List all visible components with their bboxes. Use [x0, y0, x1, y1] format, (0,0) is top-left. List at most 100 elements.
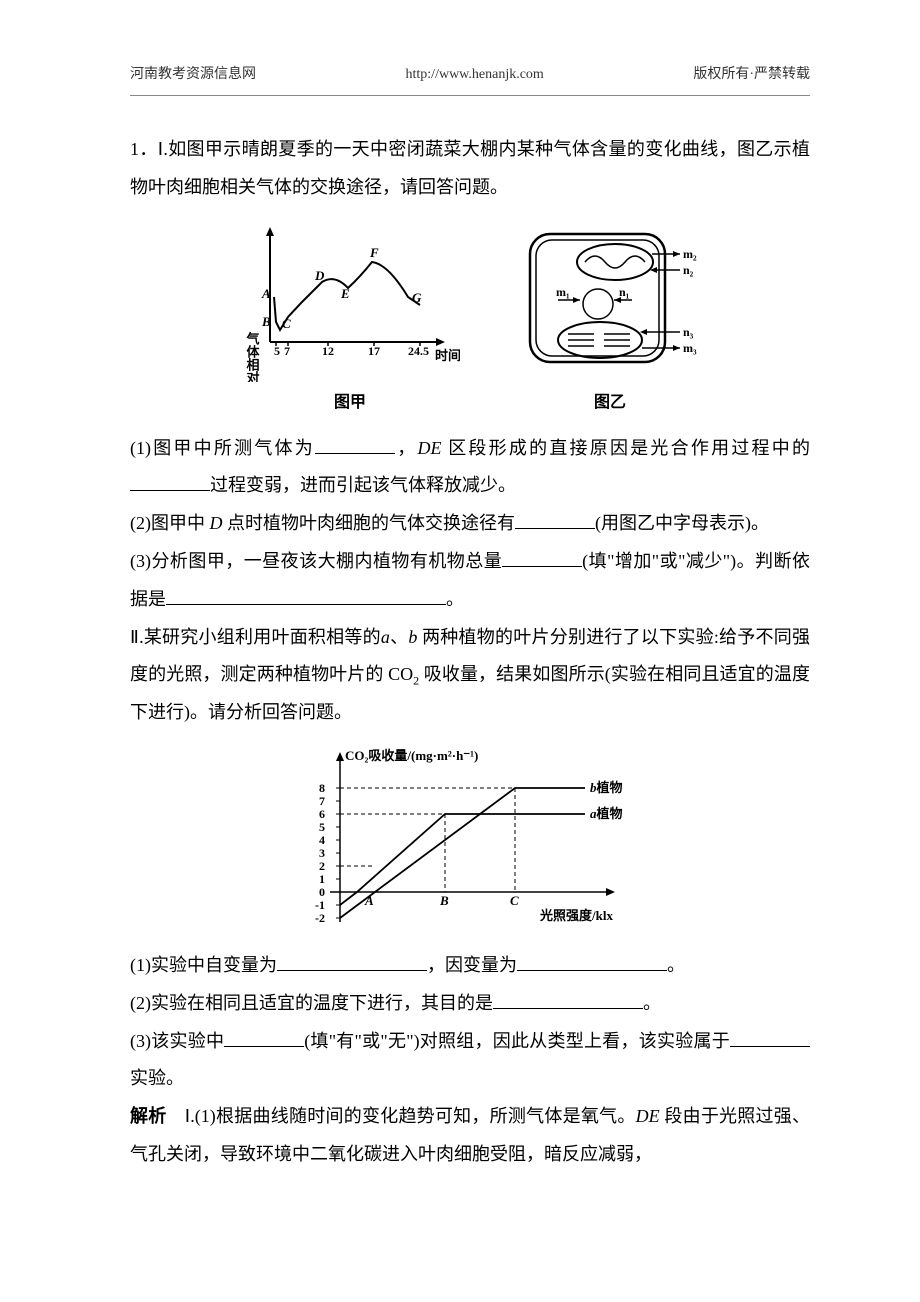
- page-header: 河南教考资源信息网 http://www.henanjk.com 版权所有·严禁…: [130, 60, 810, 96]
- p2-q3: (3)该实验中 (填"有"或"无")对照组，因此从类型上看，该实验属于实验。: [130, 1023, 810, 1099]
- svg-text:5: 5: [319, 820, 325, 834]
- chart-2: -2 -1 0 1 2 3 4 5 6 7 8 CO₂吸收量/(mg·m²·h⁻…: [290, 742, 650, 942]
- svg-text:D: D: [314, 268, 325, 283]
- blank: [517, 953, 667, 971]
- q3-label: (3)分析图甲，一昼夜该大棚内植物有机物总量: [130, 551, 502, 571]
- p2q2-tail: 。: [643, 993, 661, 1013]
- svg-text:6: 6: [319, 807, 325, 821]
- svg-text:C: C: [510, 893, 519, 908]
- figure-1-wrap: 气体相对浓度(mg·L⁻¹) A B C D E F G 5 7 12 17 2…: [240, 222, 460, 420]
- answer-de: DE: [636, 1106, 660, 1126]
- q1-2: (2)图甲中 D 点时植物叶肉细胞的气体交换途径有 (用图乙中字母表示)。: [130, 505, 810, 543]
- svg-text:7: 7: [319, 794, 325, 808]
- svg-text:8: 8: [319, 781, 325, 795]
- p2q1-mid: ，因变量为: [427, 955, 517, 975]
- header-center: http://www.henanjk.com: [406, 60, 544, 89]
- p2q1-tail: 。: [667, 955, 685, 975]
- blank: [224, 1029, 304, 1047]
- chart-2-wrap: -2 -1 0 1 2 3 4 5 6 7 8 CO₂吸收量/(mg·m²·h⁻…: [130, 742, 810, 942]
- figure-1-chart: 气体相对浓度(mg·L⁻¹) A B C D E F G 5 7 12 17 2…: [240, 222, 460, 382]
- fig1-ylabel: 气体相对浓度(mg·L⁻¹): [245, 331, 260, 382]
- blank: [277, 953, 427, 971]
- svg-text:F: F: [369, 245, 379, 260]
- svg-text:7: 7: [284, 344, 290, 358]
- svg-text:n₁: n₁: [619, 285, 630, 299]
- svg-text:B: B: [261, 314, 271, 329]
- q2-mid: 点时植物叶肉细胞的气体交换途径有: [223, 513, 516, 533]
- fig1-xlabel: 时间: [435, 348, 460, 363]
- svg-text:3: 3: [319, 846, 325, 860]
- svg-text:a植物: a植物: [590, 806, 623, 821]
- q1-1: (1)图甲中所测气体为 ，DE 区段形成的直接原因是光合作用过程中的过程变弱，进而…: [130, 430, 810, 506]
- p2q2-label: (2)实验在相同且适宜的温度下进行，其目的是: [130, 993, 493, 1013]
- question-number: 1．: [130, 139, 158, 159]
- blank: [166, 587, 446, 605]
- header-right: 版权所有·严禁转载: [693, 60, 810, 89]
- svg-text:1: 1: [319, 872, 325, 886]
- part2-a: a: [381, 627, 390, 647]
- svg-text:A: A: [364, 893, 374, 908]
- figure-1-caption: 图甲: [334, 386, 366, 420]
- svg-text:12: 12: [322, 344, 334, 358]
- q3-tail: 。: [446, 589, 464, 609]
- svg-text:G: G: [412, 290, 422, 305]
- p2q3-mid: (填"有"或"无")对照组，因此从类型上看，该实验属于: [304, 1031, 730, 1051]
- q1-mid: ，: [395, 438, 417, 458]
- svg-text:-2: -2: [315, 911, 325, 925]
- svg-text:24.5: 24.5: [408, 344, 429, 358]
- p2q3-label: (3)该实验中: [130, 1031, 224, 1051]
- figure-2-cell: m₂ n₂ m₁ n₁ n₃ m₃: [520, 222, 700, 382]
- part2-label: Ⅱ.: [130, 627, 144, 647]
- p2-q2: (2)实验在相同且适宜的温度下进行，其目的是 。: [130, 985, 810, 1023]
- part2-mid: 、: [390, 627, 408, 647]
- part2-b: b: [408, 627, 417, 647]
- svg-text:0: 0: [319, 885, 325, 899]
- figure-2-wrap: m₂ n₂ m₁ n₁ n₃ m₃ 图乙: [520, 222, 700, 420]
- p2q3-tail: 实验。: [130, 1068, 184, 1088]
- svg-text:A: A: [261, 286, 271, 301]
- answer-text: 根据曲线随时间的变化趋势可知，所测气体是氧气。: [216, 1106, 636, 1126]
- svg-text:m₃: m₃: [683, 341, 697, 355]
- figures-row-1: 气体相对浓度(mg·L⁻¹) A B C D E F G 5 7 12 17 2…: [130, 222, 810, 420]
- part2-text1: 某研究小组利用叶面积相等的: [144, 627, 381, 647]
- header-left: 河南教考资源信息网: [130, 60, 256, 89]
- svg-text:C: C: [282, 316, 291, 331]
- svg-text:2: 2: [319, 859, 325, 873]
- svg-text:B: B: [439, 893, 449, 908]
- part2-intro: Ⅱ.某研究小组利用叶面积相等的a、b 两种植物的叶片分别进行了以下实验:给予不同…: [130, 619, 810, 732]
- svg-text:n₃: n₃: [683, 325, 694, 339]
- svg-text:b植物: b植物: [590, 780, 623, 795]
- answer-part: Ⅰ.(1): [185, 1106, 216, 1126]
- svg-text:17: 17: [368, 344, 380, 358]
- q1-3: (3)分析图甲，一昼夜该大棚内植物有机物总量(填"增加"或"减少")。判断依据是…: [130, 543, 810, 619]
- answer-label: 解析: [130, 1106, 166, 1126]
- chart2-ylabel: CO₂吸收量/(mg·m²·h⁻¹): [345, 748, 478, 763]
- blank: [730, 1029, 810, 1047]
- svg-text:5: 5: [274, 344, 280, 358]
- q2-tail: (用图乙中字母表示)。: [595, 513, 769, 533]
- part1-intro: 如图甲示晴朗夏季的一天中密闭蔬菜大棚内某种气体含量的变化曲线，图乙示植物叶肉细胞…: [130, 139, 810, 197]
- svg-text:n₂: n₂: [683, 263, 694, 277]
- question-intro: 1．Ⅰ.如图甲示晴朗夏季的一天中密闭蔬菜大棚内某种气体含量的变化曲线，图乙示植物…: [130, 131, 810, 207]
- blank: [515, 511, 595, 529]
- figure-2-caption: 图乙: [594, 386, 626, 420]
- svg-text:-1: -1: [315, 898, 325, 912]
- svg-text:m₂: m₂: [683, 247, 697, 261]
- q1-de: DE: [417, 438, 441, 458]
- q1-label: (1)图甲中所测气体为: [130, 438, 315, 458]
- blank: [493, 991, 643, 1009]
- q1-tail2: 过程变弱，进而引起该气体释放减少。: [210, 475, 516, 495]
- part1-label: Ⅰ.: [158, 139, 168, 159]
- svg-text:E: E: [340, 286, 350, 301]
- blank: [502, 549, 582, 567]
- q2-label: (2)图甲中: [130, 513, 210, 533]
- svg-text:m₁: m₁: [556, 285, 570, 299]
- p2-q1: (1)实验中自变量为 ，因变量为 。: [130, 947, 810, 985]
- blank: [315, 436, 395, 454]
- blank: [130, 473, 210, 491]
- answer: 解析 Ⅰ.(1)根据曲线随时间的变化趋势可知，所测气体是氧气。DE 段由于光照过…: [130, 1098, 810, 1174]
- q1-tail: 区段形成的直接原因是光合作用过程中的: [441, 438, 810, 458]
- svg-text:4: 4: [319, 833, 325, 847]
- q2-d: D: [210, 513, 223, 533]
- p2q1-label: (1)实验中自变量为: [130, 955, 277, 975]
